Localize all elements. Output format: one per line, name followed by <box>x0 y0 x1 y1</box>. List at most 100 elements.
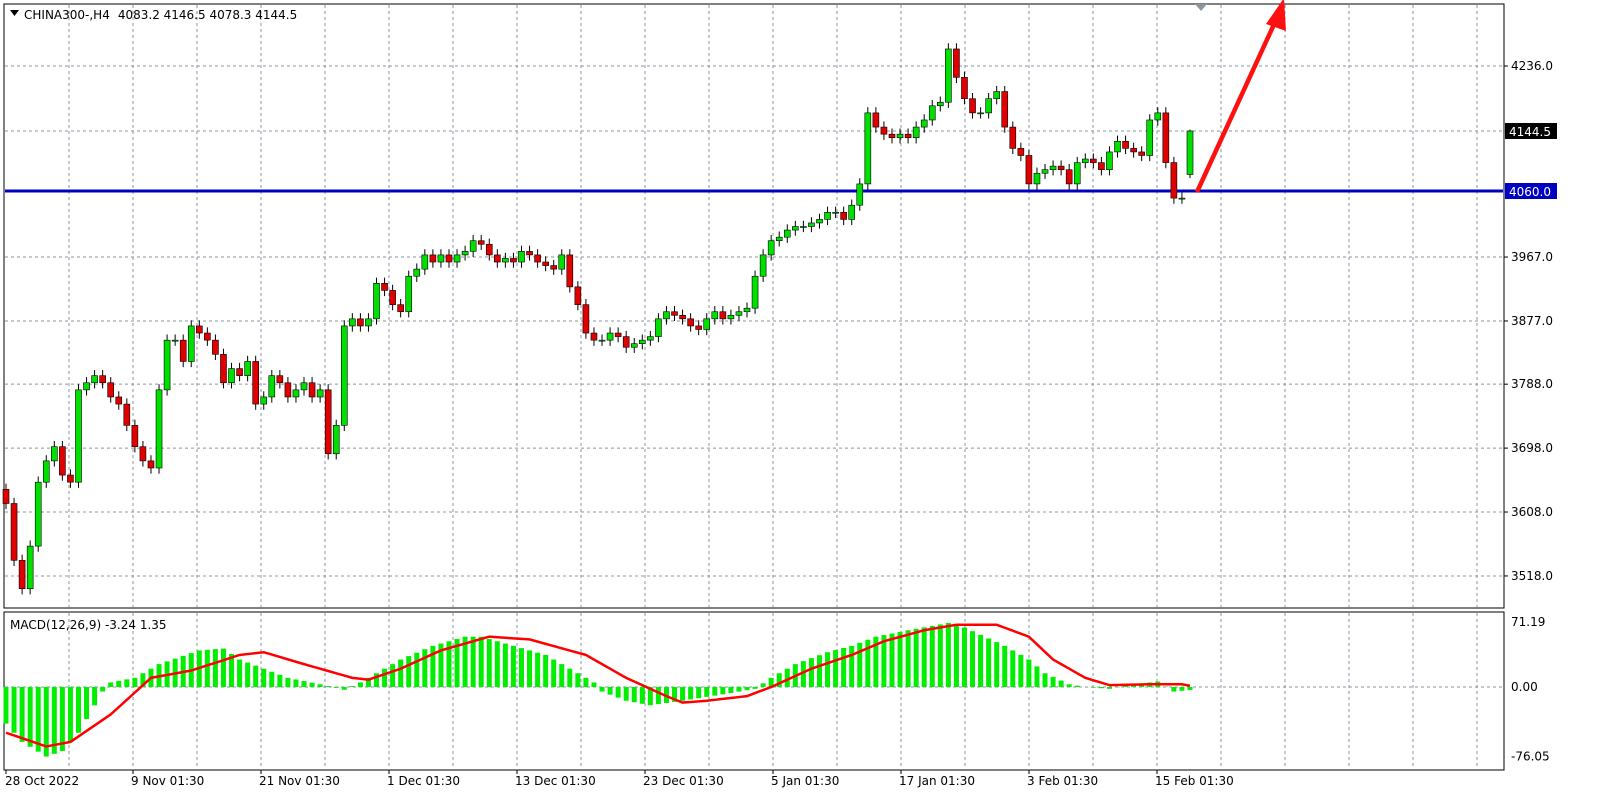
candle-body <box>18 560 26 590</box>
macd-histogram-bar <box>647 687 653 706</box>
macd-histogram-bar <box>808 658 814 687</box>
macd-histogram-bar <box>768 677 774 687</box>
candles <box>2 43 1194 595</box>
candle-body <box>518 251 525 263</box>
candle-body <box>220 354 227 384</box>
candle-body <box>10 503 18 561</box>
time-label: 17 Jan 01:30 <box>899 774 975 788</box>
candle-body <box>743 307 751 313</box>
candle-body <box>421 254 429 270</box>
macd-histogram-bar <box>752 687 758 689</box>
candle-body <box>558 254 566 270</box>
candle-body <box>413 268 421 277</box>
candle-body <box>59 446 66 476</box>
candle-body <box>1057 165 1065 170</box>
candle-body <box>244 361 251 376</box>
candle-body <box>783 229 791 238</box>
candle-body <box>453 254 461 263</box>
candle-body <box>1130 148 1137 153</box>
macd-histogram-bar <box>1106 687 1112 689</box>
macd-histogram-bar <box>374 673 380 687</box>
macd-histogram-bar <box>1058 680 1064 687</box>
macd-histogram-bar <box>212 649 218 687</box>
candle-body <box>647 336 654 341</box>
macd-histogram-bar <box>728 687 734 693</box>
macd-histogram-bar <box>341 687 347 690</box>
time-label: 23 Dec 01:30 <box>643 774 724 788</box>
candle-body <box>83 382 90 391</box>
candle-body <box>1009 126 1017 149</box>
macd-histogram-bar <box>478 636 484 687</box>
macd-histogram-bar <box>567 668 573 687</box>
macd-histogram-bar <box>67 687 73 742</box>
macd-histogram-bar <box>897 631 903 687</box>
candle-body <box>196 325 203 334</box>
candle-body <box>703 318 711 330</box>
time-label: 28 Oct 2022 <box>5 774 79 788</box>
candle-body <box>622 336 630 348</box>
macd-histogram-bar <box>816 655 822 687</box>
candle-body <box>848 204 856 220</box>
macd-histogram-bar <box>583 677 589 687</box>
macd-histogram-bar <box>961 627 967 687</box>
macd-histogram-bar <box>75 687 81 733</box>
macd-histogram-bar <box>390 664 396 687</box>
candle-body <box>284 382 292 398</box>
candle-body <box>187 325 195 362</box>
candle-body <box>711 311 719 320</box>
candle-body <box>759 254 767 277</box>
candle-body <box>598 339 606 342</box>
macd-signal-line <box>5 623 1191 748</box>
candle-body <box>1162 112 1170 163</box>
candle-body <box>638 339 646 344</box>
candle-body <box>42 460 50 483</box>
candle-body <box>977 112 984 115</box>
current-price-badge <box>1505 122 1557 139</box>
macd-histogram-bar <box>269 671 275 687</box>
macd-histogram-bar <box>712 687 718 696</box>
candle-body <box>107 382 115 398</box>
candle-body <box>397 304 404 313</box>
candle-body <box>1098 162 1105 170</box>
macd-histogram-bar <box>470 636 476 687</box>
macd-histogram-bar <box>913 628 919 687</box>
candle-body <box>300 382 308 391</box>
collapse-triangle-icon[interactable] <box>10 10 19 16</box>
candle-body <box>912 126 920 139</box>
candle-body <box>155 389 163 469</box>
time-label: 1 Dec 01:30 <box>387 774 460 788</box>
macd-histogram-bar <box>494 641 500 687</box>
candle-body <box>888 133 896 139</box>
macd-histogram-bar <box>382 668 388 687</box>
macd-histogram-bar <box>704 687 710 697</box>
price-tick-label: 4236.0 <box>1511 59 1553 73</box>
candle-body <box>75 389 82 483</box>
candle-body <box>494 254 501 263</box>
time-label: 3 Feb 01:30 <box>1027 774 1098 788</box>
candle-body <box>2 488 10 504</box>
macd-histogram-bar <box>873 636 879 687</box>
macd-histogram-bar <box>220 648 226 687</box>
candle-body <box>920 119 928 128</box>
candle-body <box>91 375 98 384</box>
candle-body <box>340 325 348 426</box>
macd-histogram-bar <box>607 687 613 695</box>
macd-histogram-bar <box>116 680 122 687</box>
macd-histogram-bar <box>978 634 984 687</box>
macd-level-label: 71.19 <box>1511 615 1545 629</box>
candle-body <box>405 275 413 313</box>
macd-histogram-bar <box>3 687 9 724</box>
macd-histogram-bar <box>357 682 363 687</box>
chart-header: CHINA300-,H4 4083.2 4146.5 4078.3 4144.5 <box>24 8 297 22</box>
candle-body <box>751 275 759 309</box>
candle-body <box>574 286 582 305</box>
macd-histogram-bar <box>502 643 508 687</box>
chart-shift-marker-icon[interactable] <box>1195 4 1207 11</box>
price-tick-label: 3967.0 <box>1511 250 1553 264</box>
macd-histogram-bar <box>301 681 307 687</box>
macd-histogram-bar <box>462 636 468 687</box>
macd-histogram-bar <box>655 687 661 705</box>
macd-histogram-bar <box>277 674 283 687</box>
